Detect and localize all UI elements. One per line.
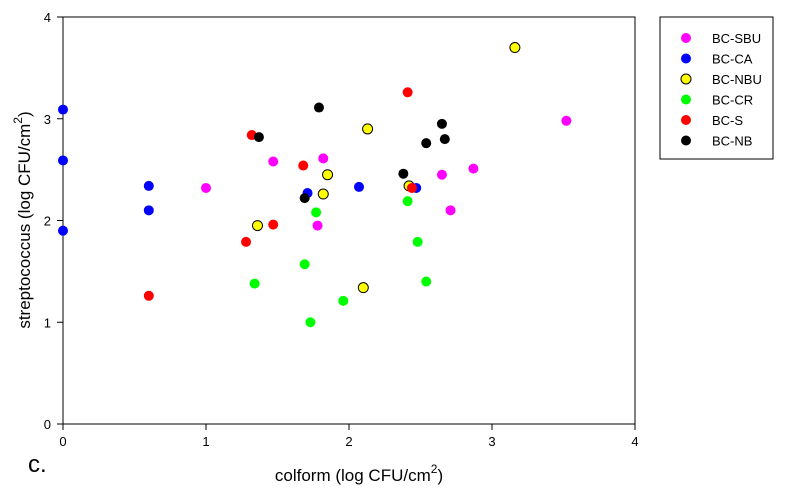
data-point: [299, 259, 310, 270]
x-tick-label: 2: [345, 434, 352, 449]
y-tick-label: 3: [44, 112, 51, 127]
data-point: [313, 102, 324, 113]
legend-items: BC-SBU BC-CA BC-NBU BC-CR BC-S BC-NB: [680, 31, 762, 149]
x-tick-label: 3: [488, 434, 495, 449]
data-point: [436, 169, 447, 180]
x-tick-label: 0: [59, 434, 66, 449]
legend-label: BC-S: [712, 113, 743, 128]
data-point: [143, 290, 154, 301]
legend-marker: [681, 115, 691, 125]
data-point: [249, 278, 260, 289]
data-point: [312, 220, 323, 231]
y-axis-label-main: streptococcus (log CFU/cm: [15, 124, 34, 329]
axes-group: 0 1 2 3 4 0 1 2 3 4: [44, 10, 639, 449]
data-point: [338, 295, 349, 306]
data-point: [421, 276, 432, 287]
data-point: [412, 236, 423, 247]
data-point: [311, 207, 322, 218]
points-group: [58, 42, 572, 328]
x-tick-label: 1: [202, 434, 209, 449]
y-tick-label: 0: [44, 417, 51, 432]
data-point: [406, 182, 417, 193]
data-point: [439, 134, 450, 145]
data-point: [268, 219, 279, 230]
legend-label: BC-CA: [712, 52, 753, 67]
legend-label: BC-NB: [712, 134, 752, 149]
legend: BC-SBU BC-CA BC-NBU BC-CR BC-S BC-NB: [659, 16, 774, 160]
data-point: [421, 138, 432, 149]
data-point: [251, 220, 263, 232]
data-point: [362, 123, 374, 135]
data-point: [305, 317, 316, 328]
data-point: [317, 188, 329, 200]
y-axis-label: streptococcus (log CFU/cm2): [11, 111, 34, 328]
data-point: [354, 181, 365, 192]
data-point: [201, 182, 211, 193]
x-axis-label-sup: 2: [431, 462, 438, 476]
legend-label: BC-NBU: [712, 72, 762, 87]
data-point: [299, 193, 310, 204]
legend-label: BC-CR: [712, 93, 753, 108]
legend-label: BC-SBU: [712, 31, 761, 46]
data-point: [322, 169, 334, 181]
data-point: [357, 282, 369, 294]
panel-label: c.: [28, 451, 47, 478]
data-point: [402, 87, 413, 98]
data-point: [241, 236, 252, 247]
y-axis-label-end: ): [15, 111, 34, 117]
y-tick-label: 2: [44, 214, 51, 229]
data-point: [253, 132, 264, 143]
x-tick-label: 4: [631, 434, 638, 449]
data-point: [509, 42, 521, 54]
data-point: [268, 156, 279, 167]
legend-marker: [681, 135, 691, 146]
x-axis-label-end: ): [437, 466, 443, 485]
data-point: [402, 196, 413, 207]
x-axis-label-main: colform (log CFU/cm: [275, 466, 431, 485]
data-point: [436, 118, 447, 129]
data-point: [445, 205, 456, 216]
legend-marker: [681, 33, 691, 43]
legend-marker: [680, 73, 692, 85]
x-axis-label: colform (log CFU/cm2): [275, 462, 443, 485]
y-tick-label: 4: [44, 10, 51, 25]
legend-box: [659, 16, 774, 160]
data-point: [298, 160, 309, 171]
data-point: [58, 104, 68, 115]
data-point: [561, 115, 572, 126]
data-point: [318, 153, 329, 164]
plot-frame: [62, 16, 636, 425]
data-point: [468, 163, 479, 174]
data-point: [398, 168, 409, 179]
data-point: [58, 155, 68, 166]
data-point: [58, 225, 68, 236]
data-point: [143, 205, 154, 216]
y-axis-label-sup: 2: [11, 117, 25, 124]
legend-marker: [681, 53, 691, 64]
legend-marker: [681, 94, 691, 105]
data-point: [143, 180, 154, 191]
y-tick-label: 1: [44, 315, 51, 330]
